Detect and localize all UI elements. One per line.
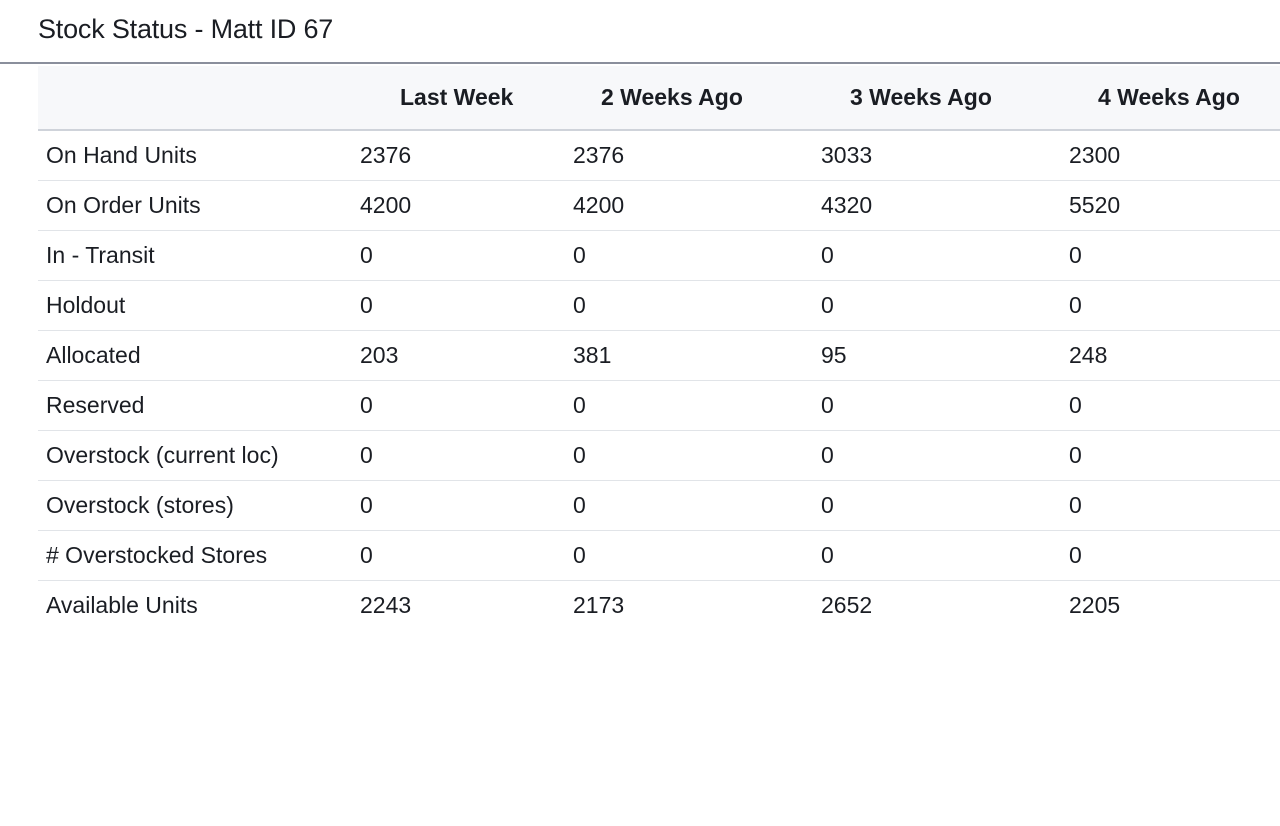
cell-value: 2300: [1061, 130, 1280, 181]
row-label: Holdout: [38, 280, 352, 331]
stock-status-table: Last Week 2 Weeks Ago 3 Weeks Ago 4 Week…: [38, 66, 1280, 630]
cell-value: 0: [813, 430, 1061, 481]
cell-value: 381: [565, 330, 813, 381]
column-header-4-weeks-ago[interactable]: 4 Weeks Ago: [1061, 66, 1280, 131]
cell-value: 0: [813, 230, 1061, 281]
row-label: Overstock (current loc): [38, 430, 352, 481]
cell-value: 0: [352, 230, 565, 281]
column-header-3-weeks-ago[interactable]: 3 Weeks Ago: [813, 66, 1061, 131]
cell-value: 2173: [573, 591, 625, 618]
cell-value: 2243: [360, 591, 412, 618]
cell-value: 0: [565, 430, 813, 481]
table-row: On Hand Units 2376 2376 3033 2300: [38, 130, 1280, 181]
cell-value: 95: [813, 330, 1061, 381]
table-row: Holdout 0 0 0 0: [38, 280, 1280, 331]
row-label: In - Transit: [38, 230, 352, 281]
cell-value: 4320: [813, 180, 1061, 231]
table-header-row: Last Week 2 Weeks Ago 3 Weeks Ago 4 Week…: [38, 66, 1280, 131]
cell-value: 0: [1061, 480, 1280, 531]
cell-value: 0: [1061, 530, 1280, 581]
cell-value: 0: [813, 280, 1061, 331]
table-body: On Hand Units 2376 2376 3033 2300 On Ord…: [38, 130, 1280, 630]
cell-value: 0: [565, 530, 813, 581]
cell-value: 0: [565, 230, 813, 281]
row-label: Available Units: [46, 591, 198, 618]
table-row: Overstock (current loc) 0 0 0 0: [38, 430, 1280, 481]
cell-value: 0: [565, 380, 813, 431]
cell-value: 4200: [352, 180, 565, 231]
column-header-2-weeks-ago[interactable]: 2 Weeks Ago: [565, 66, 813, 131]
cell-value: 0: [1061, 430, 1280, 481]
row-label: Overstock (stores): [38, 480, 352, 531]
cell-value: 3033: [813, 130, 1061, 181]
column-header-last-week[interactable]: Last Week: [352, 66, 565, 131]
cell-value: 0: [1061, 230, 1280, 281]
cell-value: 2376: [352, 130, 565, 181]
stock-status-table-container: Last Week 2 Weeks Ago 3 Weeks Ago 4 Week…: [38, 66, 1280, 630]
table-row: Available Units 2243 2173 2652 2205: [38, 580, 1280, 630]
table-row: Overstock (stores) 0 0 0 0: [38, 480, 1280, 531]
cell-value: 5520: [1061, 180, 1280, 231]
cell-value: 0: [352, 530, 565, 581]
row-label: On Hand Units: [38, 130, 352, 181]
table-row: On Order Units 4200 4200 4320 5520: [38, 180, 1280, 231]
table-row: Allocated 203 381 95 248: [38, 330, 1280, 381]
cell-value: 2376: [565, 130, 813, 181]
table-row: # Overstocked Stores 0 0 0 0: [38, 530, 1280, 581]
cell-value: 0: [352, 480, 565, 531]
row-label: # Overstocked Stores: [38, 530, 352, 581]
cell-value: 2652: [821, 591, 873, 618]
cell-value: 2205: [1069, 591, 1121, 618]
cell-value: 0: [813, 530, 1061, 581]
page-title: Stock Status - Matt ID 67: [38, 14, 334, 44]
cell-value: 0: [1061, 380, 1280, 431]
table-row: In - Transit 0 0 0 0: [38, 230, 1280, 281]
cell-value: 0: [352, 280, 565, 331]
cell-value: 0: [352, 380, 565, 431]
cell-value: 248: [1061, 330, 1280, 381]
table-row: Reserved 0 0 0 0: [38, 380, 1280, 431]
cell-value: 0: [352, 430, 565, 481]
row-label: On Order Units: [38, 180, 352, 231]
column-header-metric: [38, 66, 352, 131]
page-header: Stock Status - Matt ID 67: [0, 0, 1280, 64]
cell-value: 0: [1061, 280, 1280, 331]
row-label: Reserved: [38, 380, 352, 431]
cell-value: 0: [565, 480, 813, 531]
cell-value: 0: [813, 380, 1061, 431]
row-label: Allocated: [38, 330, 352, 381]
cell-value: 0: [813, 480, 1061, 531]
cell-value: 4200: [565, 180, 813, 231]
cell-value: 203: [352, 330, 565, 381]
cell-value: 0: [565, 280, 813, 331]
